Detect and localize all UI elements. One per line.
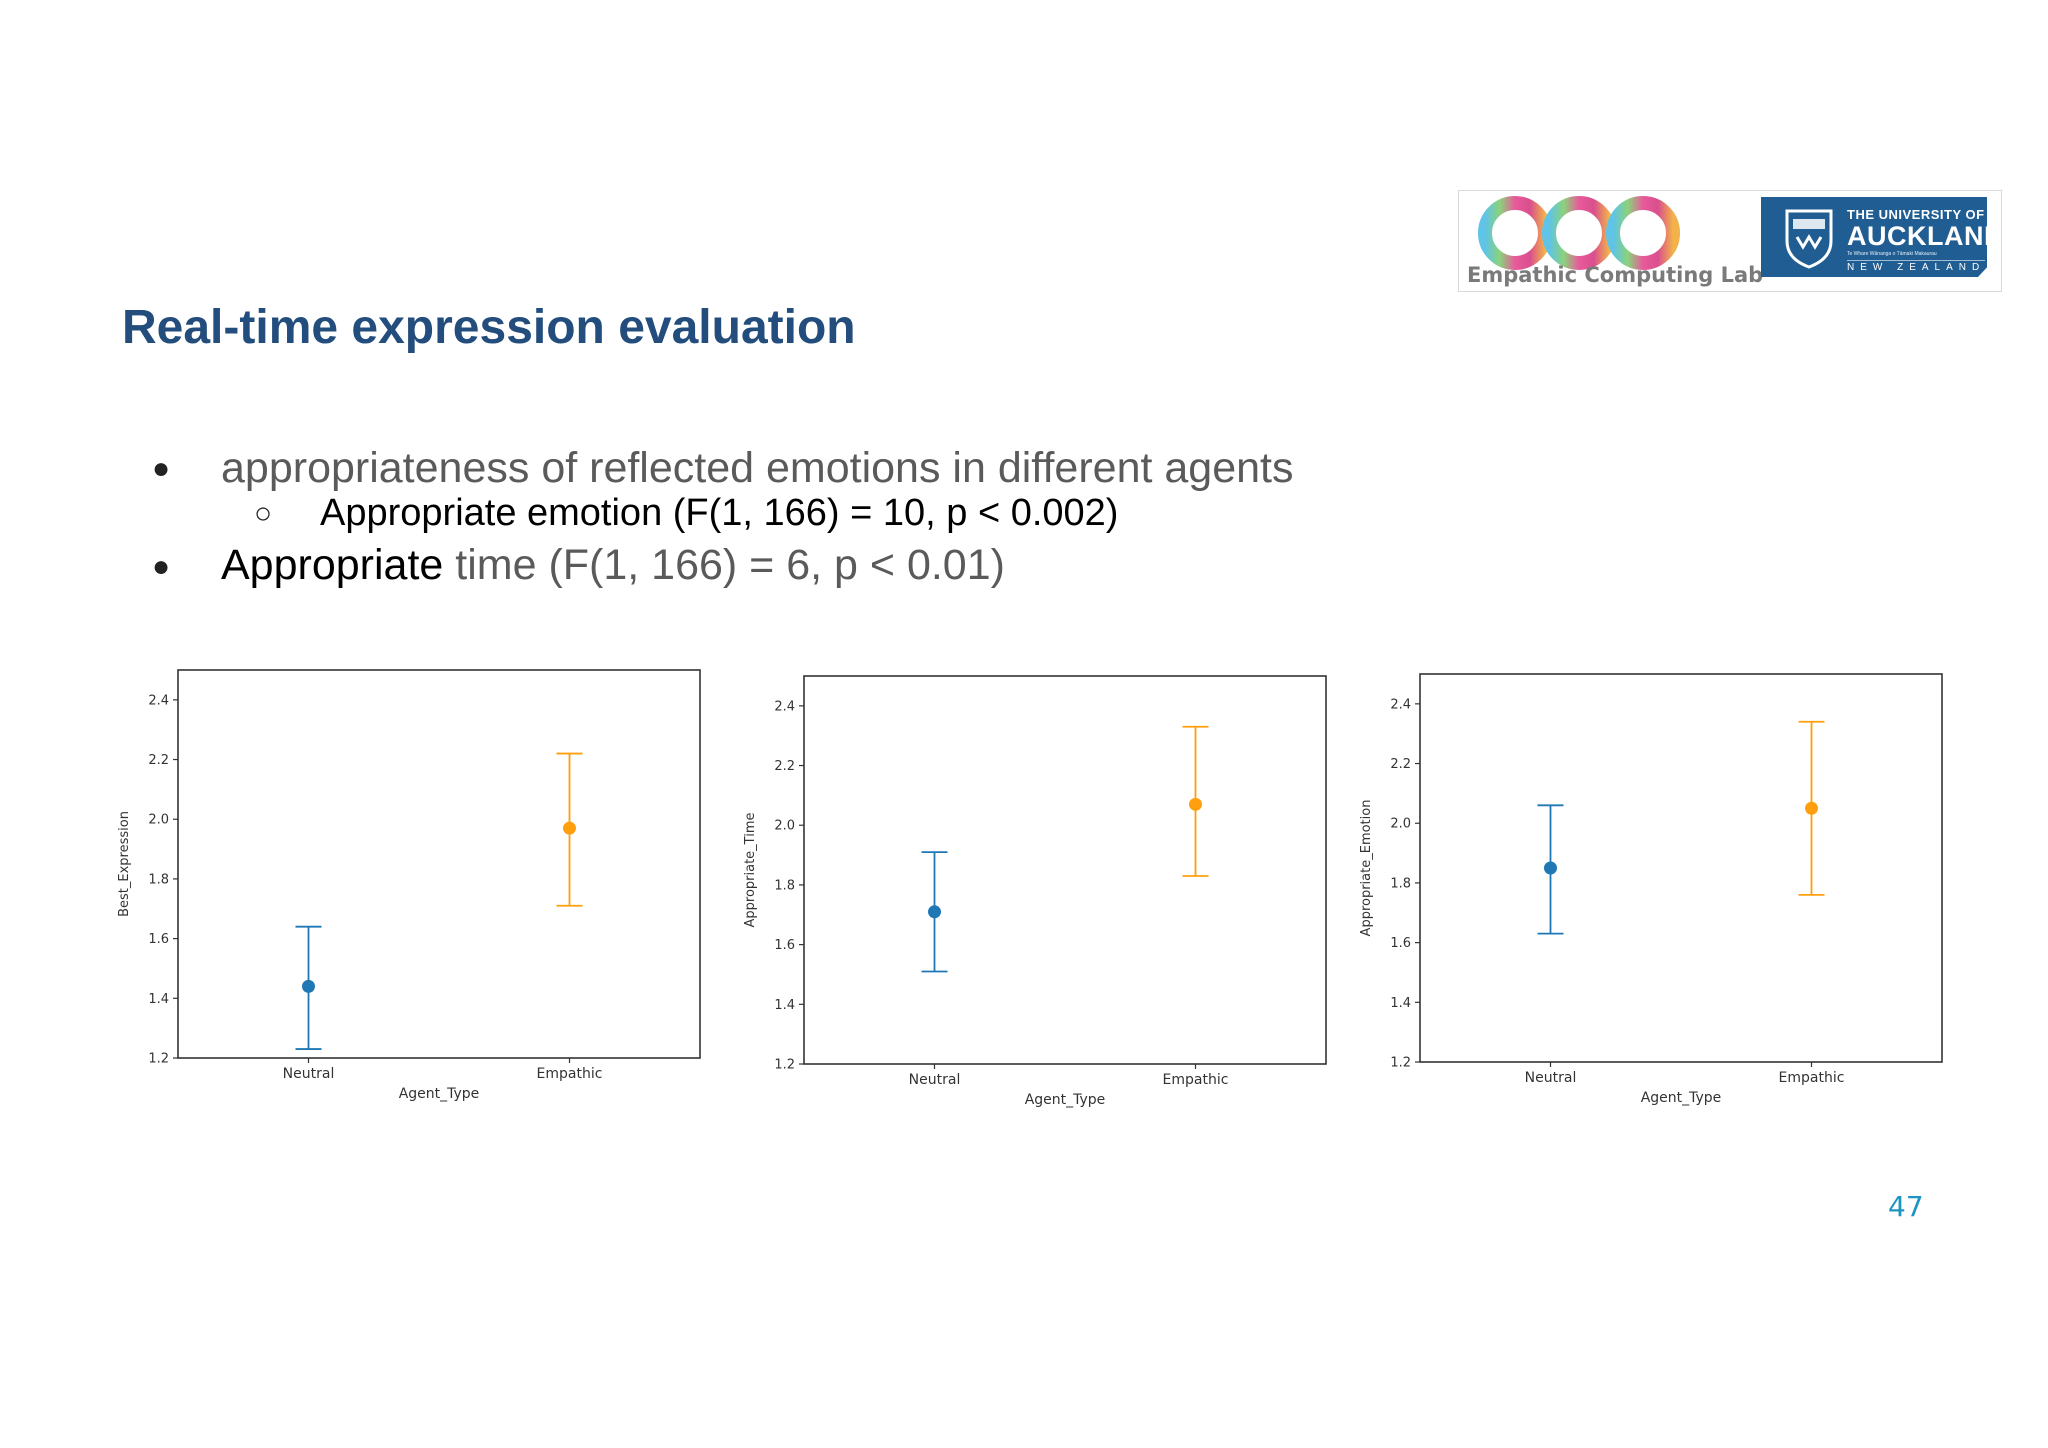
x-axis-label: Agent_Type: [1025, 1092, 1106, 1108]
y-tick-label: 1.6: [148, 932, 169, 947]
x-tick-label: Neutral: [909, 1072, 961, 1088]
plot-frame: [177, 669, 701, 1059]
y-tick-label: 1.4: [1390, 996, 1411, 1011]
bullet-dot-icon: ●: [152, 452, 171, 485]
page-number: 47: [1888, 1190, 1924, 1223]
y-tick-label: 2.4: [148, 693, 169, 708]
university-line1: THE UNIVERSITY OF: [1847, 207, 1985, 222]
y-tick-label: 1.4: [148, 992, 169, 1007]
x-tick-label: Empathic: [1779, 1070, 1845, 1086]
x-tick-label: Empathic: [1163, 1072, 1229, 1088]
x-tick-label: Neutral: [1525, 1070, 1577, 1086]
mean-point: [1189, 797, 1202, 811]
chart-appropriate-emotion: 1.2 1.4 1.6 1.8 2.0 2.2 2.4 Neutral Empathic Agen…: [1356, 668, 1954, 1120]
infinity-logo-icon: [1478, 196, 1680, 270]
crest-icon: [1785, 209, 1833, 269]
x-tick-label: Empathic: [537, 1066, 603, 1082]
y-tick-label: 1.8: [774, 878, 795, 893]
y-axis-label: Appropriate_Emotion: [1359, 800, 1374, 937]
mean-point: [1805, 801, 1818, 815]
y-tick-label: 1.4: [774, 998, 795, 1013]
slide-title: Real-time expression evaluation: [122, 301, 856, 354]
chart-svg: 1.2 1.4 1.6 1.8 2.0 2.2 2.4 Neutral Empathic Agen…: [1359, 673, 1943, 1106]
y-tick-label: 2.2: [1390, 757, 1411, 772]
y-tick-label: 1.2: [774, 1058, 795, 1073]
y-tick-label: 2.0: [148, 813, 169, 828]
bullet-item-1: appropriateness of reflected emotions in…: [221, 444, 1294, 492]
lab-name: Empathic Computing Lab: [1467, 263, 1764, 287]
chart-best-expression: 1.2 1.4 1.6 1.8 2.0 2.2 2.4 Neutral Empathic Agen…: [114, 664, 712, 1116]
x-axis-label: Agent_Type: [1641, 1090, 1722, 1106]
mean-point: [563, 821, 576, 835]
y-tick-label: 1.8: [1390, 876, 1411, 891]
bullet-dot-icon: ●: [152, 550, 171, 583]
mean-point: [302, 979, 315, 993]
y-tick-label: 1.2: [1390, 1056, 1411, 1071]
y-tick-label: 1.6: [1390, 936, 1411, 951]
bullet-3-gray-text: time (F(1, 166) = 6, p < 0.01): [443, 541, 1005, 589]
y-tick-label: 1.8: [148, 872, 169, 887]
logo-strip: Empathic Computing Lab THE UNIVERSITY OF…: [1458, 190, 2002, 292]
mean-point: [928, 905, 941, 919]
y-tick-label: 2.4: [774, 699, 795, 714]
university-line2: AUCKLAND: [1847, 221, 2004, 251]
sub-bullet-circle-icon: ○: [254, 497, 273, 530]
sub-bullet-item: Appropriate emotion (F(1, 166) = 10, p <…: [320, 492, 1119, 534]
plot-frame: [1419, 673, 1943, 1063]
y-tick-label: 2.0: [1390, 817, 1411, 832]
bullet-item-3: Appropriate time (F(1, 166) = 6, p < 0.0…: [221, 541, 1005, 590]
x-tick-label: Neutral: [283, 1066, 335, 1082]
chart-svg: 1.2 1.4 1.6 1.8 2.0 2.2 2.4 Neutral Empathic Agen…: [117, 669, 701, 1102]
university-line3: Te Whare Wānanga o Tāmaki Makaurau: [1847, 251, 1937, 257]
chart-appropriate-time: 1.2 1.4 1.6 1.8 2.0 2.2 2.4 Neutral Empathic Agen…: [740, 670, 1338, 1122]
bullet-3-dark-text: Appropriate: [221, 541, 444, 589]
y-tick-label: 1.2: [148, 1052, 169, 1067]
y-tick-label: 2.2: [148, 753, 169, 768]
university-logo: THE UNIVERSITY OF AUCKLAND Te Whare Wāna…: [1761, 197, 1987, 277]
y-axis-label: Appropriate_Time: [743, 813, 758, 928]
x-axis-label: Agent_Type: [399, 1086, 480, 1102]
y-tick-label: 2.0: [774, 819, 795, 834]
plot-frame: [803, 675, 1327, 1065]
mean-point: [1544, 861, 1557, 875]
y-tick-label: 2.2: [774, 759, 795, 774]
university-line4: NEW ZEALAND: [1847, 260, 1986, 273]
y-tick-label: 2.4: [1390, 697, 1411, 712]
y-axis-label: Best_Expression: [117, 811, 132, 917]
chart-svg: 1.2 1.4 1.6 1.8 2.0 2.2 2.4 Neutral Empathic Agen…: [743, 675, 1327, 1108]
y-tick-label: 1.6: [774, 938, 795, 953]
